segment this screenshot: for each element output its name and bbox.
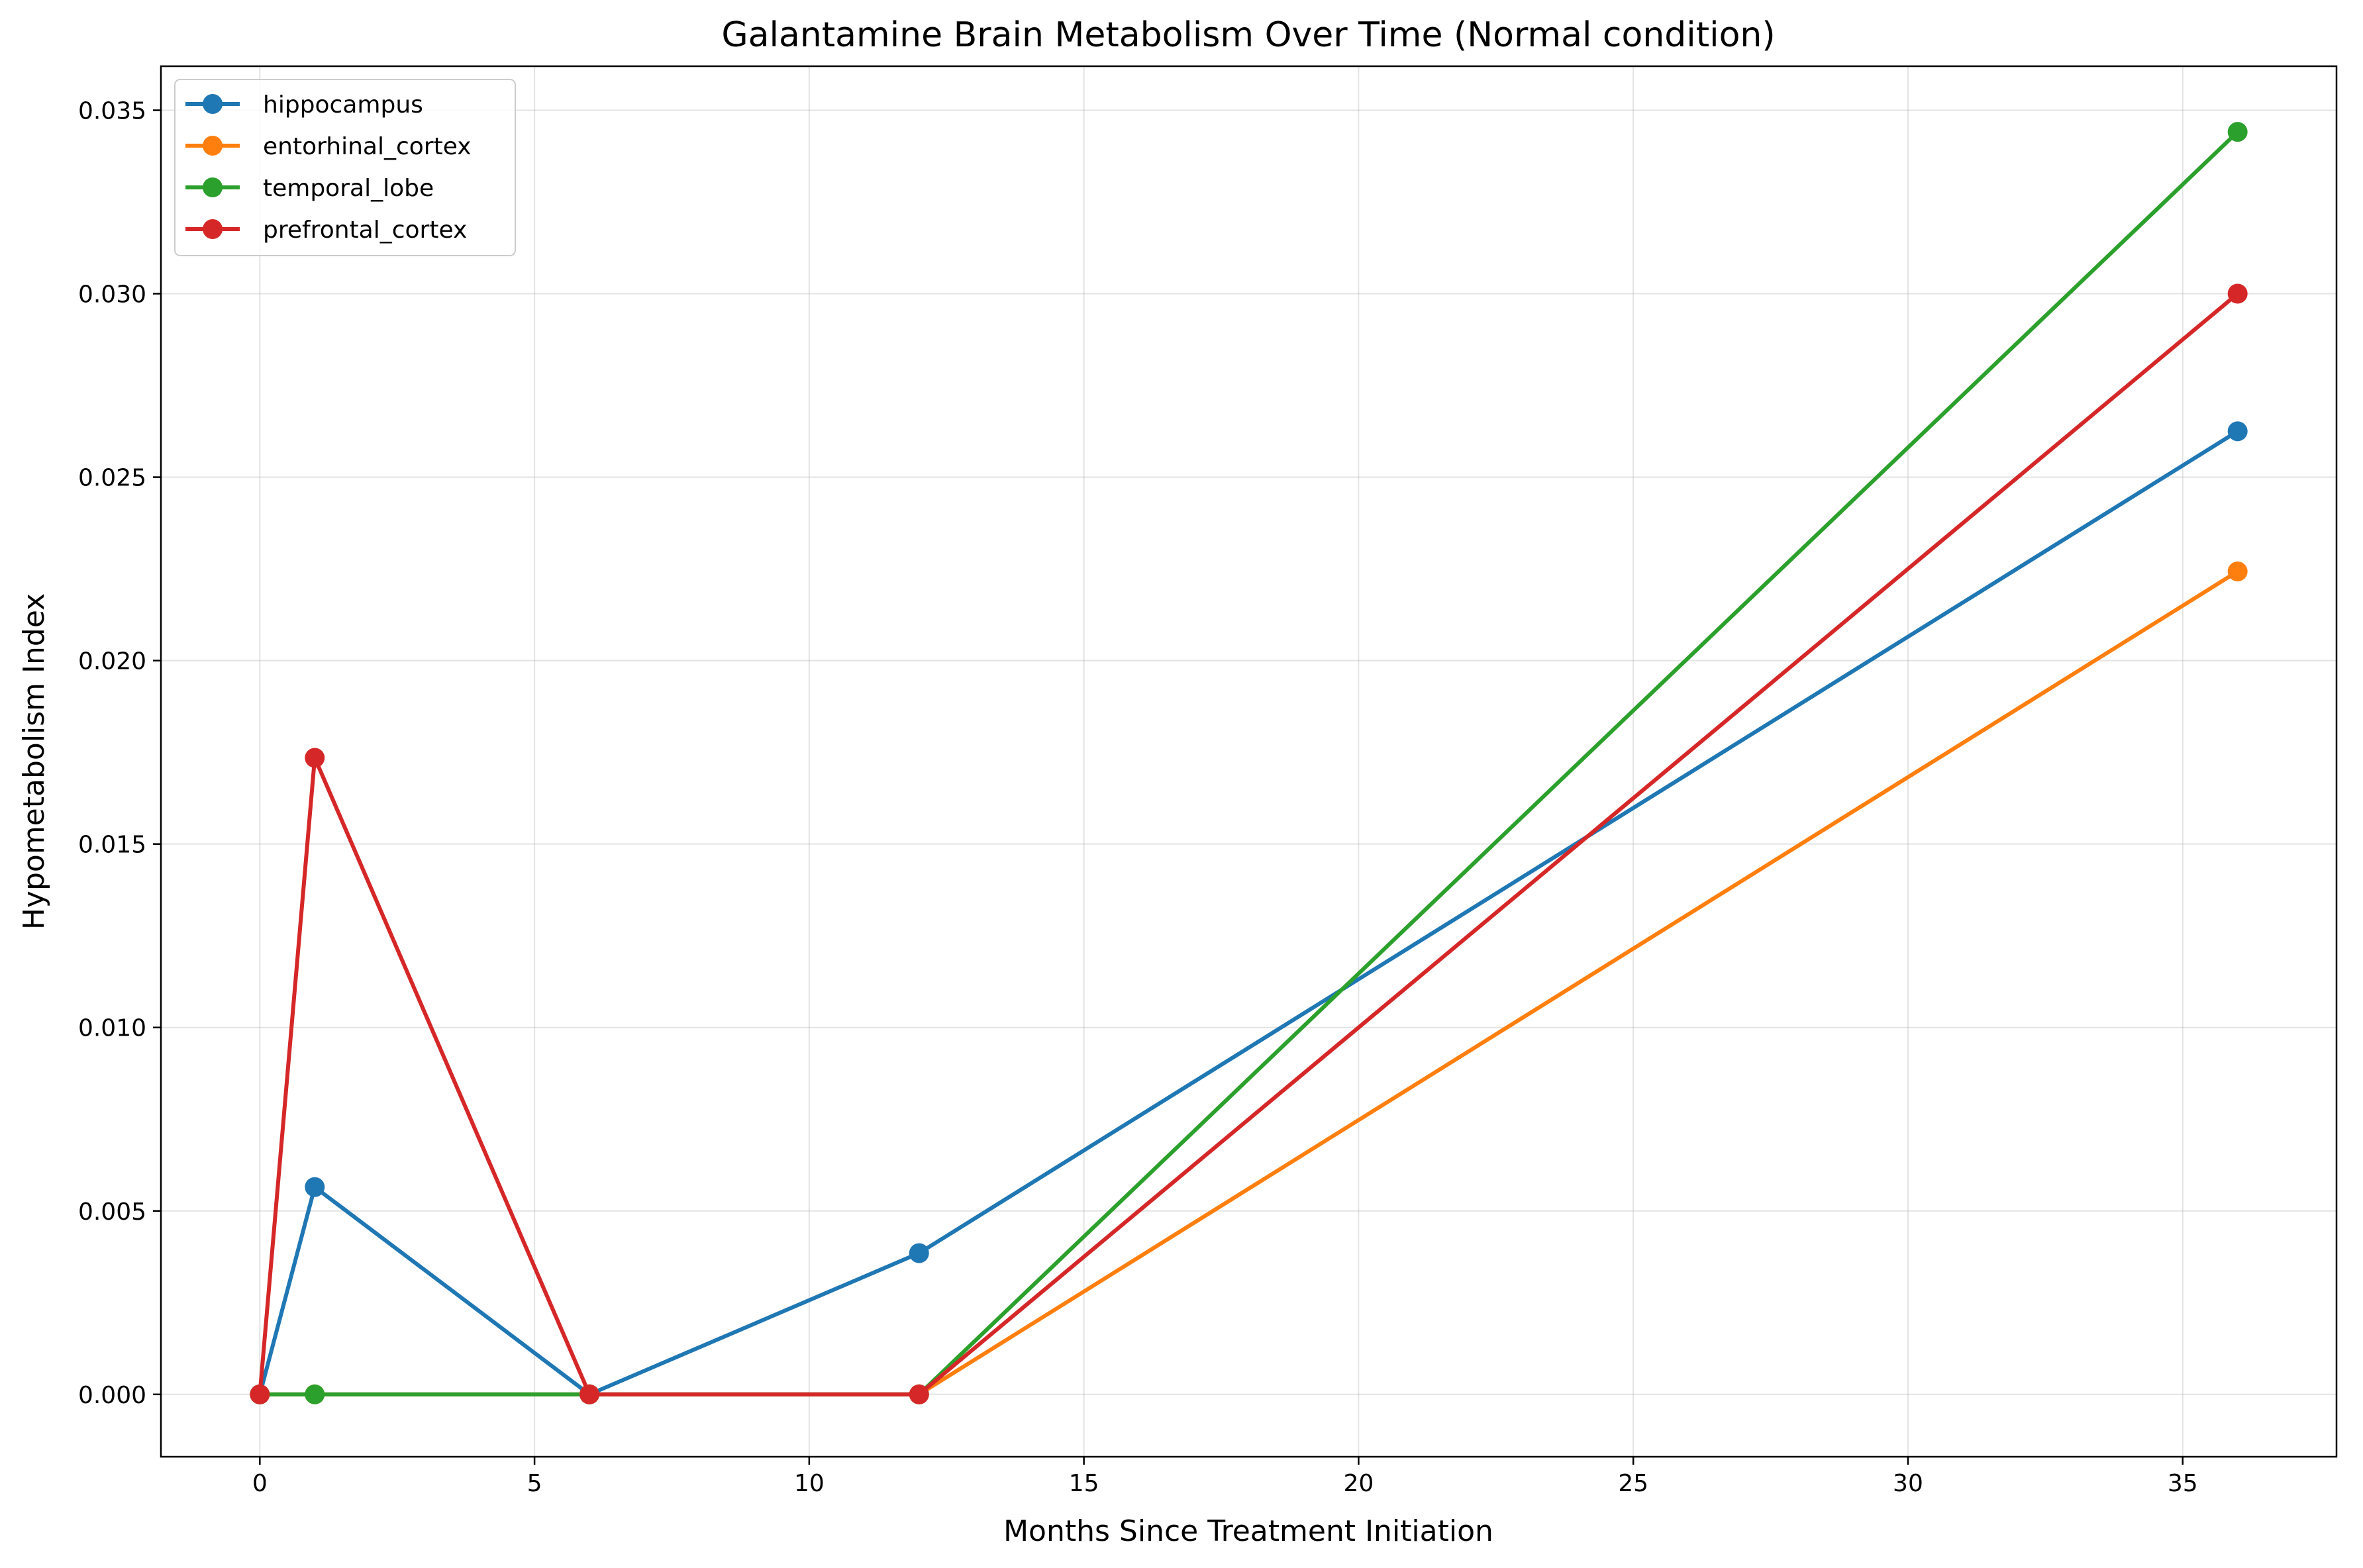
legend-marker bbox=[203, 136, 223, 156]
y-tick-label: 0.035 bbox=[78, 97, 146, 124]
legend-marker bbox=[203, 177, 223, 197]
y-tick-label: 0.005 bbox=[78, 1199, 146, 1226]
data-point-temporal_lobe bbox=[305, 1384, 325, 1404]
y-tick-label: 0.000 bbox=[78, 1382, 146, 1409]
x-tick-label: 35 bbox=[2168, 1470, 2198, 1497]
y-tick-label: 0.020 bbox=[78, 648, 146, 675]
legend-item-entorhinal_cortex: entorhinal_cortex bbox=[185, 133, 472, 160]
legend-label: hippocampus bbox=[263, 91, 423, 119]
data-point-entorhinal_cortex bbox=[2227, 561, 2248, 581]
data-point-prefrontal_cortex bbox=[2227, 283, 2248, 304]
chart-title: Galantamine Brain Metabolism Over Time (… bbox=[721, 15, 1775, 55]
legend-item-prefrontal_cortex: prefrontal_cortex bbox=[185, 217, 467, 244]
x-tick-label: 20 bbox=[1344, 1470, 1374, 1497]
x-tick-label: 5 bbox=[527, 1470, 542, 1497]
y-tick-label: 0.030 bbox=[78, 281, 146, 309]
y-tick-label: 0.010 bbox=[78, 1015, 146, 1042]
data-point-prefrontal_cortex bbox=[305, 748, 325, 768]
data-point-hippocampus bbox=[909, 1243, 929, 1263]
legend-box bbox=[174, 79, 516, 256]
data-point-hippocampus bbox=[2227, 421, 2248, 442]
y-tick-label: 0.015 bbox=[78, 832, 146, 859]
x-tick-label: 0 bbox=[252, 1470, 268, 1497]
legend: hippocampus entorhinal_cortex temporal_lob… bbox=[174, 79, 516, 256]
legend-label: prefrontal_cortex bbox=[263, 217, 467, 244]
y-axis-label: Hypometabolism Index bbox=[17, 593, 51, 930]
x-axis-label: Months Since Treatment Initiation bbox=[1003, 1514, 1493, 1548]
legend-marker bbox=[203, 219, 223, 239]
legend-marker bbox=[203, 94, 223, 114]
data-point-hippocampus bbox=[305, 1177, 325, 1197]
legend-label: entorhinal_cortex bbox=[263, 133, 472, 160]
data-point-prefrontal_cortex bbox=[579, 1384, 600, 1404]
x-tick-label: 30 bbox=[1893, 1470, 1923, 1497]
legend-item-temporal_lobe: temporal_lobe bbox=[185, 175, 434, 202]
x-tick-label: 15 bbox=[1069, 1470, 1099, 1497]
x-tick-label: 25 bbox=[1618, 1470, 1648, 1497]
data-point-temporal_lobe bbox=[2227, 122, 2248, 142]
plot-frame bbox=[160, 65, 2338, 1458]
y-tick-label: 0.025 bbox=[78, 465, 146, 492]
axis-ticks: 0 5 10 15 20 25 30 35 0.000 0.005 0.010 0.015 0.020 0… bbox=[78, 97, 2198, 1497]
data-point-prefrontal_cortex bbox=[909, 1384, 929, 1404]
series-prefrontal_cortex bbox=[250, 283, 2248, 1404]
x-tick-label: 10 bbox=[794, 1470, 825, 1497]
data-point-prefrontal_cortex bbox=[250, 1384, 270, 1404]
series-layer bbox=[250, 122, 2248, 1404]
legend-item-hippocampus: hippocampus bbox=[185, 91, 423, 119]
legend-label: temporal_lobe bbox=[263, 175, 434, 202]
